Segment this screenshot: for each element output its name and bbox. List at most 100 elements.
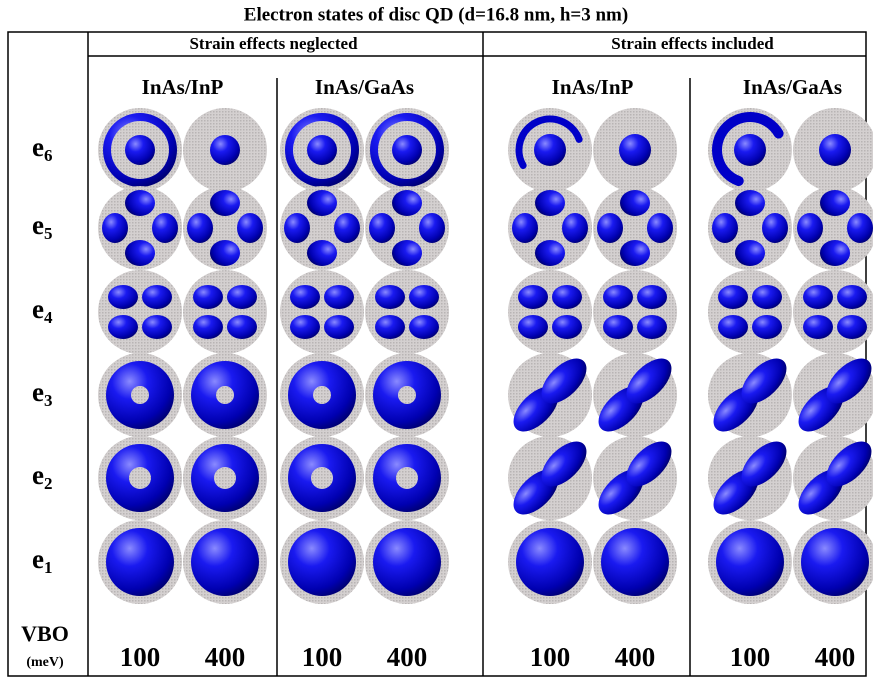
material-label: InAs/InP [142,75,224,99]
dot-disc [365,186,449,270]
orbital-lobe [210,190,240,216]
orbital-lobe [142,285,172,309]
state-index: 1 [44,558,53,577]
orbital-lobe [227,315,257,339]
vbo-value: 100 [120,642,161,672]
orbital-lobe [826,358,872,404]
state-letter: e [32,210,44,240]
state-label: e2 [32,460,52,493]
orbital-lobe [552,315,582,339]
dot-disc [183,186,267,270]
dot-disc [98,186,182,270]
vbo-value: 100 [302,642,343,672]
orbital-lobe [535,240,565,266]
dot-disc [708,270,792,354]
dot-disc [593,270,677,354]
orbital-lobe [803,285,833,309]
orbital-lobe [106,528,174,596]
orbital-ring [106,444,174,512]
orbital-lobe [187,213,213,243]
orbital-lobe [108,285,138,309]
orbital-lobe [534,134,566,166]
state-label: e3 [32,377,52,410]
orbital-lobe [307,190,337,216]
vbo-value: 100 [530,642,571,672]
dot-disc [708,186,792,270]
orbital-lobe [307,135,337,165]
orbital-lobe [752,315,782,339]
material-label: InAs/GaAs [743,75,842,99]
orbital-lobe [826,441,872,487]
orbital-ring [191,361,259,429]
orbital-lobe [375,315,405,339]
orbital-lobe [284,213,310,243]
orbital-lobe [626,358,672,404]
orbital-lobe [210,240,240,266]
group-label: Strain effects neglected [189,34,358,53]
dot-disc [280,186,364,270]
material-label: InAs/InP [552,75,634,99]
orbital-lobe [762,213,788,243]
orbital-lobe [603,315,633,339]
dot-disc [508,186,592,270]
orbital-lobe [637,285,667,309]
orbital-lobe [626,441,672,487]
orbital-lobe [392,240,422,266]
orbital-lobe [290,285,320,309]
state-index: 2 [44,474,53,493]
orbital-lobe [820,240,850,266]
orbital-lobe [419,213,445,243]
orbital-lobe [307,240,337,266]
orbital-lobe [801,528,869,596]
orbital-lobe [735,240,765,266]
orbital-lobe [601,528,669,596]
orbital-lobe [620,190,650,216]
orbital-lobe [210,135,240,165]
material-label: InAs/GaAs [315,75,414,99]
orbital-arc [515,115,583,169]
orbital-lobe [837,285,867,309]
orbital-lobe [392,190,422,216]
orbital-lobe [373,528,441,596]
orbital-lobe [409,315,439,339]
orbital-lobe [288,528,356,596]
orbital-lobe [741,441,787,487]
dot-disc [793,186,873,270]
orbital-lobe [541,441,587,487]
dot-disc [280,270,364,354]
orbital-lobe [191,528,259,596]
orbital-lobe [603,285,633,309]
vbo-value: 400 [615,642,656,672]
state-label: e4 [32,294,53,327]
orbital-lobe [535,190,565,216]
orbital-lobe [541,358,587,404]
orbital-lobe [637,315,667,339]
orbital-arc [712,112,784,187]
figure-title: Electron states of disc QD (d=16.8 nm, h… [244,4,628,25]
orbital-ring [191,444,259,512]
dot-disc [183,270,267,354]
orbital-lobe [142,315,172,339]
orbital-lobe [227,285,257,309]
orbital-lobe [392,135,422,165]
state-letter: e [32,460,44,490]
orbital-ring [106,361,174,429]
orbital-lobe [620,240,650,266]
orbital-lobe [193,315,223,339]
orbital-ring [288,444,356,512]
dot-disc [793,270,873,354]
orbital-lobe [518,285,548,309]
orbital-ring [288,361,356,429]
orbital-lobe [716,528,784,596]
orbital-lobe [518,315,548,339]
orbital-lobe [102,213,128,243]
orbital-lobe [735,190,765,216]
orbital-lobe [597,213,623,243]
state-index: 3 [44,391,53,410]
orbital-lobe [193,285,223,309]
orbital-lobe [516,528,584,596]
orbital-lobe [334,213,360,243]
orbital-lobe [237,213,263,243]
